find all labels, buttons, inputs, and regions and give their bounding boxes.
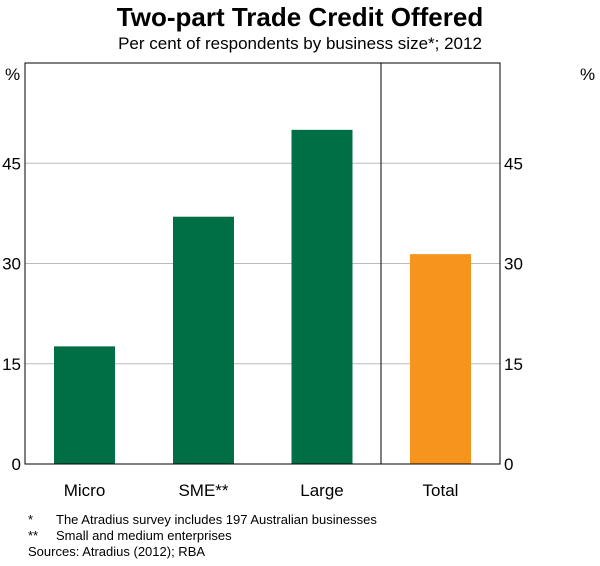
bar-sme — [173, 216, 234, 464]
plot-frame — [24, 62, 501, 465]
y-axis-label-left: % — [5, 65, 20, 84]
footnote-text: Small and medium enterprises — [56, 528, 232, 543]
x-tick-label: Total — [423, 481, 459, 500]
footnote-text: The Atradius survey includes 197 Austral… — [56, 512, 377, 527]
y-tick-label-right: 30 — [504, 255, 523, 274]
y-tick-label-left: 15 — [2, 355, 21, 374]
bar-total — [410, 254, 471, 464]
footnote-mark: ** — [28, 528, 39, 543]
footnote-mark: * — [28, 512, 34, 527]
y-tick-label-left: 45 — [2, 154, 21, 173]
bar-micro — [54, 346, 115, 464]
y-tick-label-left: 30 — [2, 255, 21, 274]
footnote: * The Atradius survey includes 197 Austra… — [28, 512, 377, 528]
y-axis-label-right: % — [580, 65, 595, 84]
chart-subtitle: Per cent of respondents by business size… — [118, 34, 482, 53]
y-tick-label-left: 0 — [12, 455, 21, 474]
sources: Sources: Atradius (2012); RBA — [28, 544, 206, 559]
footnotes: * The Atradius survey includes 197 Austra… — [28, 512, 377, 560]
footnote: ** Small and medium enterprises — [28, 528, 377, 544]
y-tick-label-right: 45 — [504, 154, 523, 173]
x-tick-label: Micro — [64, 481, 106, 500]
plot-area: 0 0 15 15 30 30 45 45% % Micro SME** Large Total — [2, 62, 595, 500]
x-tick-label: SME** — [178, 481, 228, 500]
chart-title: Two-part Trade Credit Offered — [116, 2, 484, 32]
x-tick-label: Large — [300, 481, 343, 500]
y-tick-label-right: 15 — [504, 355, 523, 374]
bar-large — [291, 129, 353, 465]
y-tick-label-right: 0 — [504, 455, 513, 474]
